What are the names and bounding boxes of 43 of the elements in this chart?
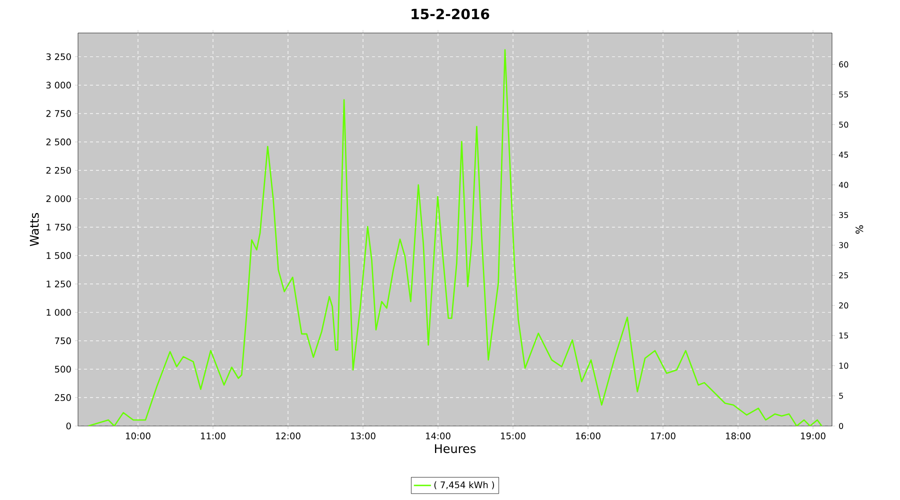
- y-tick-label: 750: [55, 337, 71, 344]
- x-tick-label: 12:00: [276, 432, 300, 440]
- y-tick-label: 2 750: [46, 110, 71, 117]
- x-tick-label: 19:00: [801, 432, 826, 440]
- y-tick-label: 1 750: [46, 224, 71, 231]
- y-tick-label: 3 000: [46, 82, 71, 89]
- line-series: [88, 49, 822, 426]
- y2-tick-label: 10: [839, 362, 848, 369]
- y-tick-label: 3 250: [46, 53, 71, 60]
- y2-tick-label: 50: [839, 122, 848, 128]
- y-tick-label: 2 500: [46, 138, 71, 146]
- legend-label: ( 7,454 kWh ): [434, 481, 494, 490]
- y2-tick-label: 40: [838, 182, 848, 188]
- chart-title: 15-2-2016: [412, 8, 490, 20]
- y2-tick-label: 30: [839, 242, 848, 248]
- x-tick-label: 10:00: [126, 432, 150, 440]
- x-tick-label: 18:00: [726, 432, 750, 440]
- y2-tick-label: 25: [839, 272, 848, 278]
- y-tick-label: 2 250: [46, 166, 71, 174]
- x-tick-label: 15:00: [501, 432, 526, 440]
- x-tick-label: 16:00: [576, 432, 600, 440]
- y-tick-label: 2 000: [46, 195, 71, 202]
- x-axis-title: Heures: [435, 444, 476, 454]
- y2-tick-label: 45: [838, 152, 848, 158]
- y-axis-title: Watts: [30, 213, 39, 246]
- y-tick-label: 1 000: [46, 308, 71, 316]
- y-tick-label: 1 250: [46, 280, 71, 288]
- y2-tick-label: 15: [839, 332, 848, 339]
- y2-tick-label: 55: [839, 92, 848, 98]
- y2-tick-label: 5: [839, 392, 843, 399]
- y2-axis-title: %: [856, 225, 864, 234]
- y-tick-label: 250: [54, 394, 71, 401]
- y2-tick-label: 35: [839, 212, 848, 218]
- x-tick-label: 13:00: [351, 432, 376, 440]
- y2-tick-label: 60: [839, 61, 848, 68]
- y-tick-label: 500: [54, 366, 71, 373]
- x-tick-label: 14:00: [426, 432, 450, 440]
- y2-tick-label: 20: [839, 302, 848, 308]
- y2-tick-label: 0: [839, 422, 844, 430]
- y-tick-label: 0: [66, 422, 71, 430]
- x-tick-label: 11:00: [201, 432, 226, 440]
- y-tick-label: 1 500: [46, 252, 71, 259]
- x-tick-label: 17:00: [651, 432, 676, 440]
